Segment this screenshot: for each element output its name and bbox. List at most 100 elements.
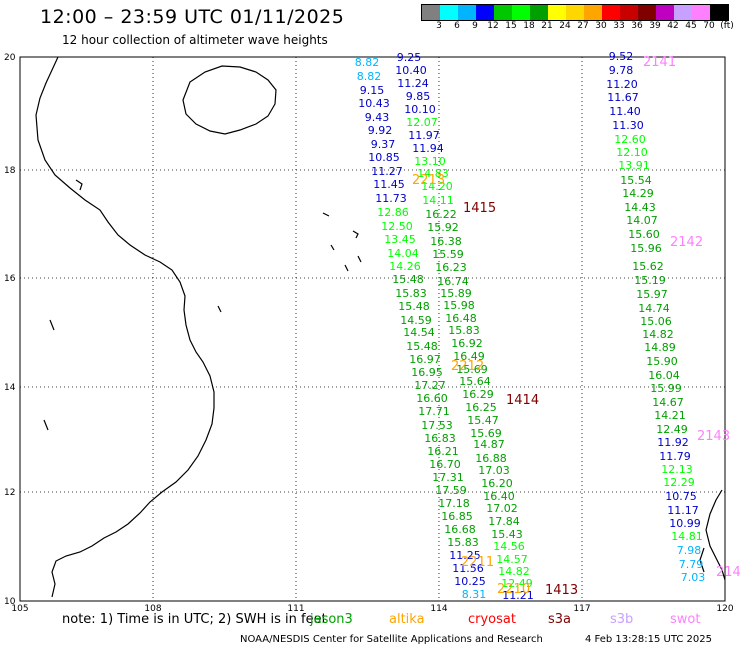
color-legend-label: 45 [685,21,697,31]
pass-number-label: 2210 [497,582,531,597]
wave-height-value: 16.74 [437,275,469,288]
wave-height-value: 11.73 [375,192,407,205]
wave-height-value: 15.59 [432,248,464,261]
pass-number-label: 1414 [506,393,540,408]
color-swatch [602,5,620,20]
wave-height-value: 15.83 [447,536,479,549]
wave-height-value: 12.29 [663,476,695,489]
map-title: 12:00 – 23:59 UTC 01/11/2025 [40,6,345,28]
color-legend-label: 36 [631,21,643,31]
pass-number-label: 2142 [670,235,704,250]
color-swatch [692,5,710,20]
wave-height-value: 15.43 [491,528,523,541]
wave-height-value: 15.47 [467,414,499,427]
wave-height-value: 17.53 [421,419,453,432]
wave-height-value: 11.24 [397,77,429,90]
wave-height-value: 9.78 [608,64,634,77]
wave-height-value: 10.43 [358,97,390,110]
wave-height-value: 16.21 [427,445,459,458]
color-legend-label: 15 [505,21,517,31]
wave-height-value: 16.38 [430,235,462,248]
wave-height-value: 11.56 [452,562,484,575]
wave-height-value: 16.70 [429,458,461,471]
pass-number-label: 2212 [451,359,485,374]
wave-height-value: 15.48 [392,273,424,286]
wave-height-value: 15.64 [459,375,491,388]
wave-height-value: 14.29 [622,187,654,200]
wave-height-value: 8.82 [354,56,380,69]
lon-label: 117 [573,604,590,614]
wave-height-value: 15.48 [406,340,438,353]
wave-height-value: 15.48 [398,300,430,313]
wave-height-value: 7.03 [680,571,706,584]
wave-height-value: 13.45 [384,233,416,246]
wave-height-value: 11.45 [373,178,405,191]
lon-label: 111 [287,604,304,614]
wave-height-value: 11.92 [657,436,689,449]
pass-number-label: 2211 [461,555,495,570]
wave-height-value: 8.31 [461,588,487,601]
wave-height-value: 15.60 [628,228,660,241]
wave-height-value: 14.82 [498,565,530,578]
wave-height-value: 16.40 [483,490,515,503]
wave-height-value: 15.98 [443,299,475,312]
wave-height-value: 8.82 [356,70,382,83]
color-swatch [422,5,440,20]
wave-height-value: 14.57 [496,553,528,566]
color-legend-label: 39 [649,21,661,31]
wave-height-value: 17.03 [478,464,510,477]
wave-height-value: 14.83 [417,167,449,180]
satellite-legend-item: swot [670,612,701,627]
color-swatch [710,5,728,20]
wave-height-value: 10.85 [368,151,400,164]
lat-label: 20 [4,53,16,63]
wave-height-value: 14.54 [403,326,435,339]
lon-label: 105 [11,604,28,614]
wave-height-value: 16.88 [475,452,507,465]
color-swatch [584,5,602,20]
wave-height-value: 14.74 [638,302,670,315]
wave-height-value: 15.83 [395,287,427,300]
pass-number-label: 2141 [643,55,677,70]
color-legend-label: 24 [559,21,571,31]
wave-height-value: 15.96 [630,242,662,255]
color-legend-label: 9 [472,21,478,31]
wave-height-value: 17.27 [414,379,446,392]
wave-height-value: 11.17 [667,504,699,517]
wave-height-value: 14.67 [652,396,684,409]
wave-height-value: 14.81 [671,530,703,543]
color-legend-label: (ft) [720,21,734,31]
wave-height-value: 16.68 [444,523,476,536]
lat-label: 16 [4,274,16,284]
coastline [35,56,726,598]
pass-number-label: 2213 [412,173,446,188]
wave-height-value: 12.13 [661,463,693,476]
lat-label: 14 [4,383,16,393]
wave-height-value: 14.89 [644,341,676,354]
satellite-legend-item: jason3 [310,612,353,627]
map-frame [19,56,726,602]
wave-height-value: 12.86 [377,206,409,219]
credit-text: NOAA/NESDIS Center for Satellite Applica… [240,634,543,645]
wave-height-value: 9.92 [367,124,393,137]
wave-height-value: 16.85 [441,510,473,523]
wave-height-value: 15.90 [646,355,678,368]
wave-height-value: 14.56 [493,540,525,553]
lat-label: 10 [4,597,16,607]
wave-height-value: 12.60 [614,133,646,146]
wave-height-value: 15.83 [448,324,480,337]
wave-height-value: 15.62 [632,260,664,273]
wave-height-value: 12.07 [406,116,438,129]
wave-height-value: 17.84 [488,515,520,528]
wave-height-value: 16.95 [411,366,443,379]
lat-label: 18 [4,166,16,176]
wave-height-value: 10.10 [404,103,436,116]
wave-height-value: 17.02 [486,502,518,515]
wave-height-value: 15.19 [634,274,666,287]
wave-height-value: 9.37 [370,138,396,151]
wave-height-value: 14.26 [389,260,421,273]
wave-height-value: 13.91 [618,159,650,172]
wave-height-value: 16.22 [425,208,457,221]
wave-height-value: 16.25 [465,401,497,414]
wave-height-value: 17.18 [438,497,470,510]
